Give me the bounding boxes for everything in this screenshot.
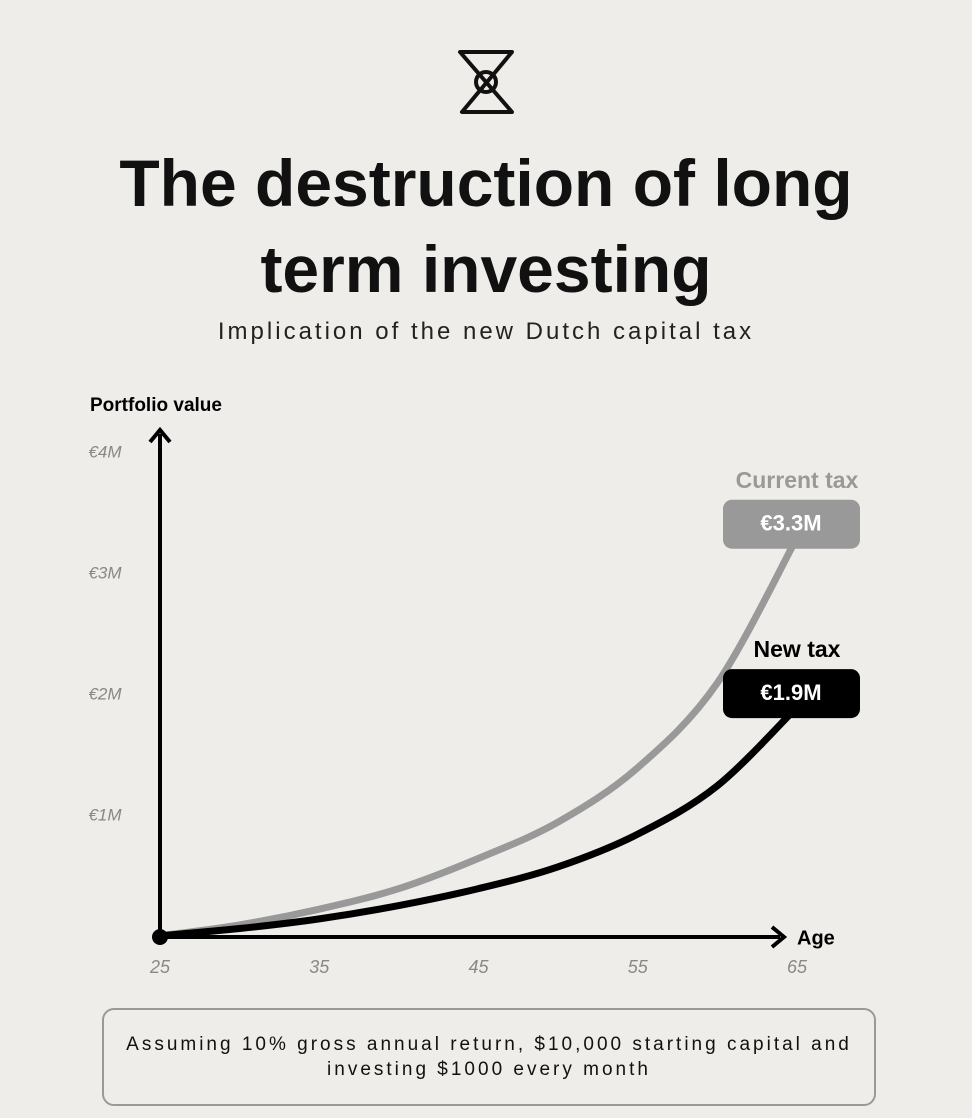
x-tick-label: 65 [787,957,808,977]
x-tick-label: 35 [309,957,330,977]
y-tick-label: €4M [88,442,122,461]
x-tick-label: 55 [628,957,649,977]
note-box: Assuming 10% gross annual return, $10,00… [102,1008,876,1106]
x-tick-label: 25 [149,957,171,977]
title: The destruction of long term investing [119,146,853,306]
x-axis-arrow [770,925,788,949]
legend-label: Current tax [736,467,859,493]
callout-box [723,499,860,549]
value-label: €1.9M [760,680,821,705]
logo [458,50,514,114]
x-tick-label: 45 [468,957,489,977]
y-axis-arrow [148,426,172,444]
y-tick-label: €1M [88,805,122,824]
note: Assuming 10% gross annual return, $10,00… [126,1034,852,1080]
series-line [156,703,801,940]
y-tick-label: €2M [88,684,122,703]
x-axis-label: Age [797,927,835,949]
y-axis-label: Portfolio value [90,395,222,416]
legend-label: New tax [754,636,841,662]
value-label: €3.3M [760,511,821,536]
series-line [156,534,801,940]
y-tick-label: €3M [88,563,122,582]
origin-dot [152,929,168,945]
callout-box [723,669,860,719]
subtitle: Implication of the new Dutch capital tax [217,318,755,345]
